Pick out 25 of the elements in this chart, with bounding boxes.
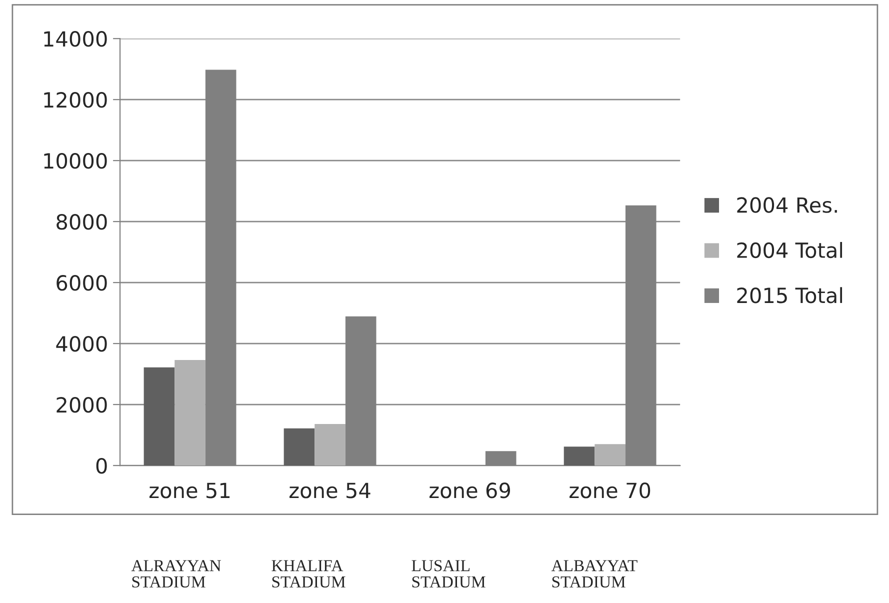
- bar: [564, 446, 595, 466]
- y-tick-label: 8000: [56, 214, 107, 230]
- legend-label: 2015 Total: [737, 287, 842, 304]
- x-tick-label: zone 54: [290, 482, 370, 498]
- bar: [284, 428, 315, 466]
- text: LUSAIL STADIUM: [412, 560, 486, 588]
- legend-label: 2004 Total: [737, 242, 842, 258]
- text: ALBAYYAT STADIUM: [551, 560, 638, 588]
- y-tick-label: 14000: [44, 31, 107, 47]
- y-tick-label: 2000: [56, 396, 107, 413]
- bar: [594, 444, 626, 466]
- x-tick-label: zone 69: [430, 482, 510, 498]
- legend-label: 2004 Res.: [737, 197, 837, 213]
- bar: [144, 367, 175, 466]
- y-tick-label: 4000: [56, 336, 107, 352]
- x-tick-label: zone 51: [150, 482, 230, 498]
- y-tick-label: 6000: [56, 275, 107, 291]
- bar: [174, 360, 206, 466]
- text: ALRAYYAN STADIUM: [131, 560, 221, 588]
- y-tick-label: 10000: [44, 153, 107, 169]
- x-tick-label: zone 70: [570, 482, 650, 498]
- text: KHALIFA STADIUM: [272, 560, 346, 588]
- y-tick-label: 12000: [44, 92, 107, 108]
- y-tick-label: 0: [96, 458, 107, 474]
- bar: [314, 424, 346, 466]
